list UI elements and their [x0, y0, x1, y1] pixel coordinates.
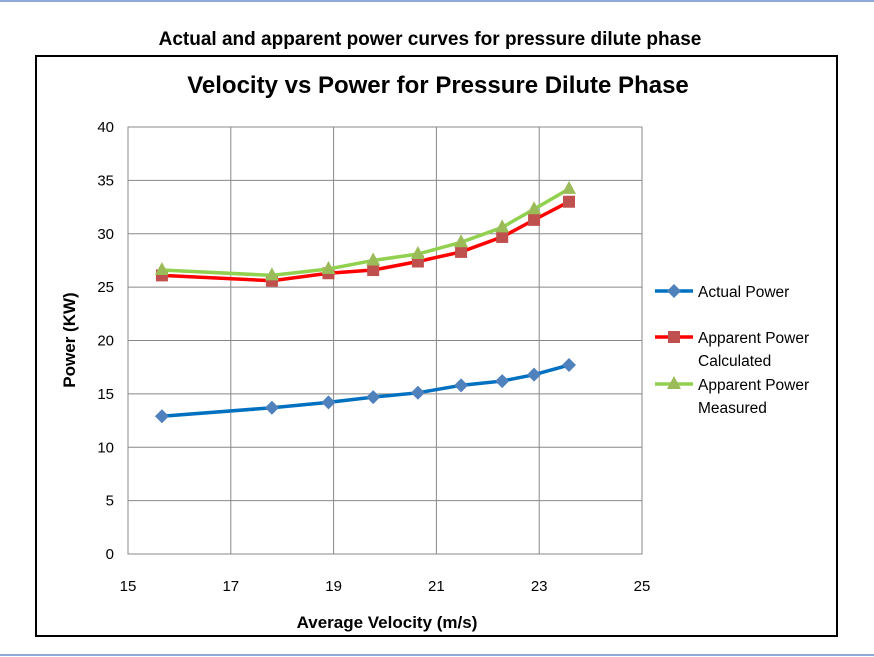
top-rule	[0, 0, 874, 2]
data-point-2	[366, 252, 381, 266]
data-point-2	[454, 234, 469, 248]
legend-marker-1	[668, 331, 680, 343]
x-tick-label: 15	[120, 578, 137, 595]
plot-area	[127, 126, 643, 555]
data-point-0	[264, 400, 279, 415]
y-tick-label: 35	[97, 172, 114, 189]
bottom-rule	[0, 654, 874, 656]
y-tick-label: 25	[97, 279, 114, 296]
data-point-1	[367, 264, 380, 277]
data-point-1	[496, 230, 509, 243]
chart-frame	[35, 55, 838, 637]
legend-label-1: Apparent Power	[698, 330, 809, 347]
y-tick-label: 0	[106, 546, 114, 563]
x-tick-label: 21	[428, 578, 445, 595]
legend-label-2: Measured	[698, 400, 767, 417]
x-tick-label: 17	[222, 578, 239, 595]
data-point-0	[154, 409, 169, 424]
data-point-0	[495, 374, 510, 389]
legend-marker-2	[667, 376, 681, 389]
legend-marker-0	[667, 284, 681, 298]
slide-title: Actual and apparent power curves for pre…	[158, 29, 702, 50]
data-point-2	[264, 267, 279, 281]
data-point-0	[410, 385, 425, 400]
data-point-1	[528, 213, 541, 226]
data-point-1	[455, 245, 468, 258]
data-point-2	[154, 262, 169, 276]
data-point-2	[527, 201, 542, 215]
series-line-0	[161, 363, 570, 419]
data-point-0	[454, 378, 469, 393]
y-axis-label: Power (KW)	[60, 292, 79, 387]
x-tick-label: 23	[531, 578, 548, 595]
data-point-2	[321, 260, 336, 274]
legend-label-2: Apparent Power	[698, 377, 809, 394]
y-tick-label: 5	[106, 493, 114, 510]
data-point-0	[321, 395, 336, 410]
chart-title: Velocity vs Power for Pressure Dilute Ph…	[187, 72, 689, 99]
x-tick-label: 25	[634, 578, 651, 595]
y-tick-label: 30	[97, 226, 114, 243]
y-tick-label: 10	[97, 439, 114, 456]
y-tick-label: 15	[97, 386, 114, 403]
y-tick-label: 40	[97, 119, 114, 136]
data-point-0	[527, 367, 542, 382]
data-point-0	[366, 390, 381, 405]
data-point-2	[495, 219, 510, 233]
data-point-2	[562, 180, 577, 194]
legend-label-1: Calculated	[698, 353, 771, 370]
x-axis-label: Average Velocity (m/s)	[297, 613, 478, 632]
x-tick-label: 19	[325, 578, 342, 595]
legend-label-0: Actual Power	[698, 284, 789, 301]
data-point-1	[563, 195, 576, 208]
data-point-2	[410, 246, 425, 260]
y-tick-label: 20	[97, 333, 114, 350]
data-point-0	[562, 358, 577, 373]
